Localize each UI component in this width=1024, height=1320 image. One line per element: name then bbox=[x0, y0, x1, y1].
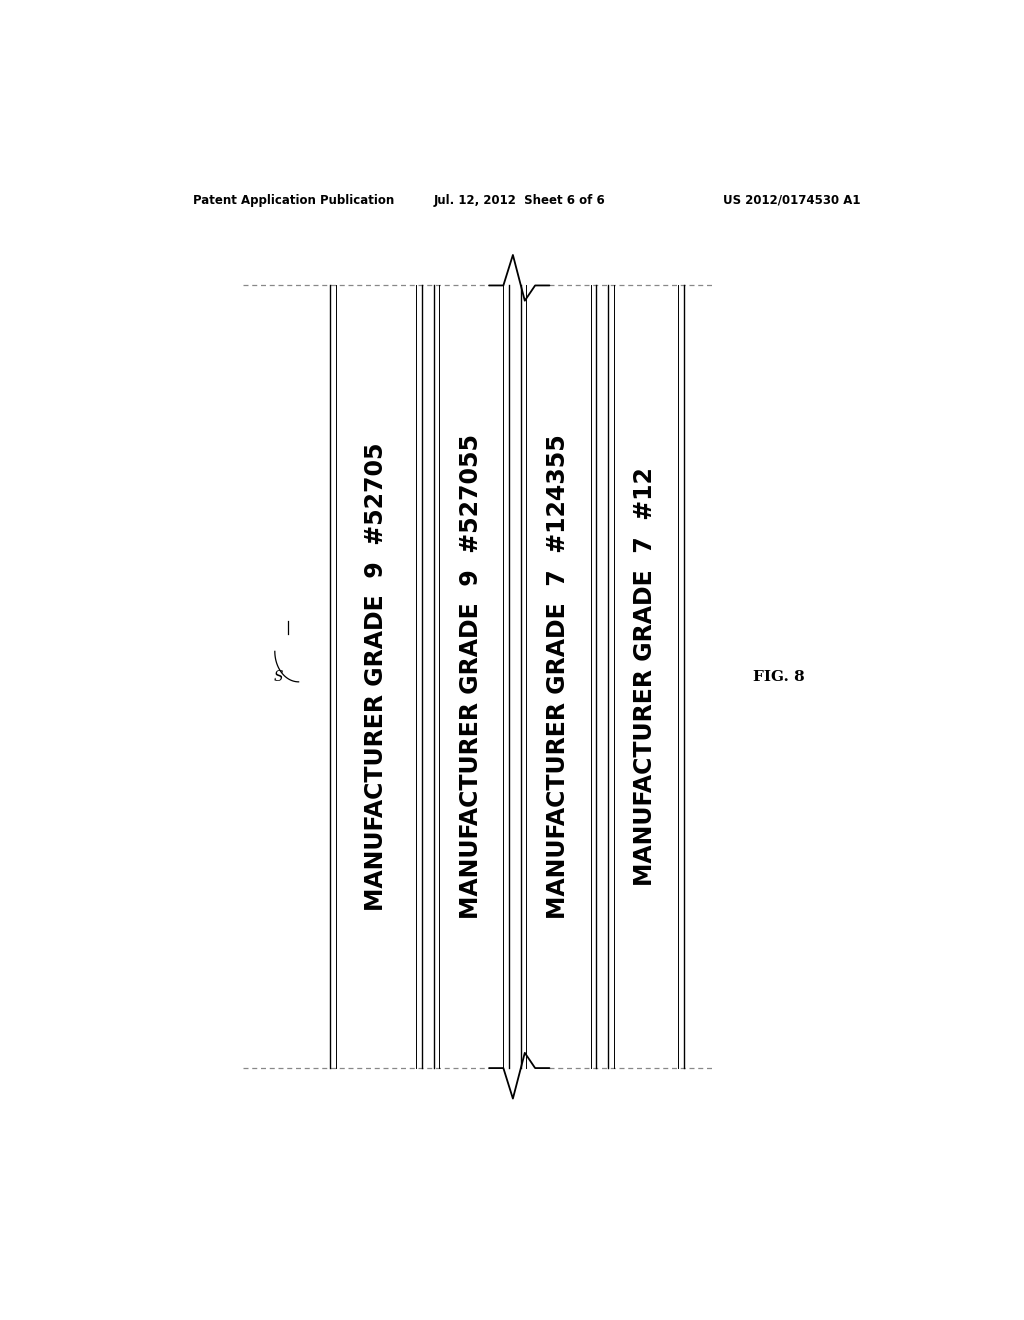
Text: Jul. 12, 2012  Sheet 6 of 6: Jul. 12, 2012 Sheet 6 of 6 bbox=[433, 194, 605, 207]
Text: FIG. 8: FIG. 8 bbox=[753, 669, 805, 684]
Text: MANUFACTURER GRADE  9  #527055: MANUFACTURER GRADE 9 #527055 bbox=[459, 434, 483, 919]
Text: Patent Application Publication: Patent Application Publication bbox=[194, 194, 394, 207]
Text: S: S bbox=[274, 669, 284, 684]
Text: MANUFACTURER GRADE  9  #52705: MANUFACTURER GRADE 9 #52705 bbox=[364, 442, 388, 911]
Text: US 2012/0174530 A1: US 2012/0174530 A1 bbox=[723, 194, 861, 207]
Text: MANUFACTURER GRADE  7  #124355: MANUFACTURER GRADE 7 #124355 bbox=[546, 434, 570, 919]
Text: MANUFACTURER GRADE  7  #12: MANUFACTURER GRADE 7 #12 bbox=[634, 467, 657, 886]
